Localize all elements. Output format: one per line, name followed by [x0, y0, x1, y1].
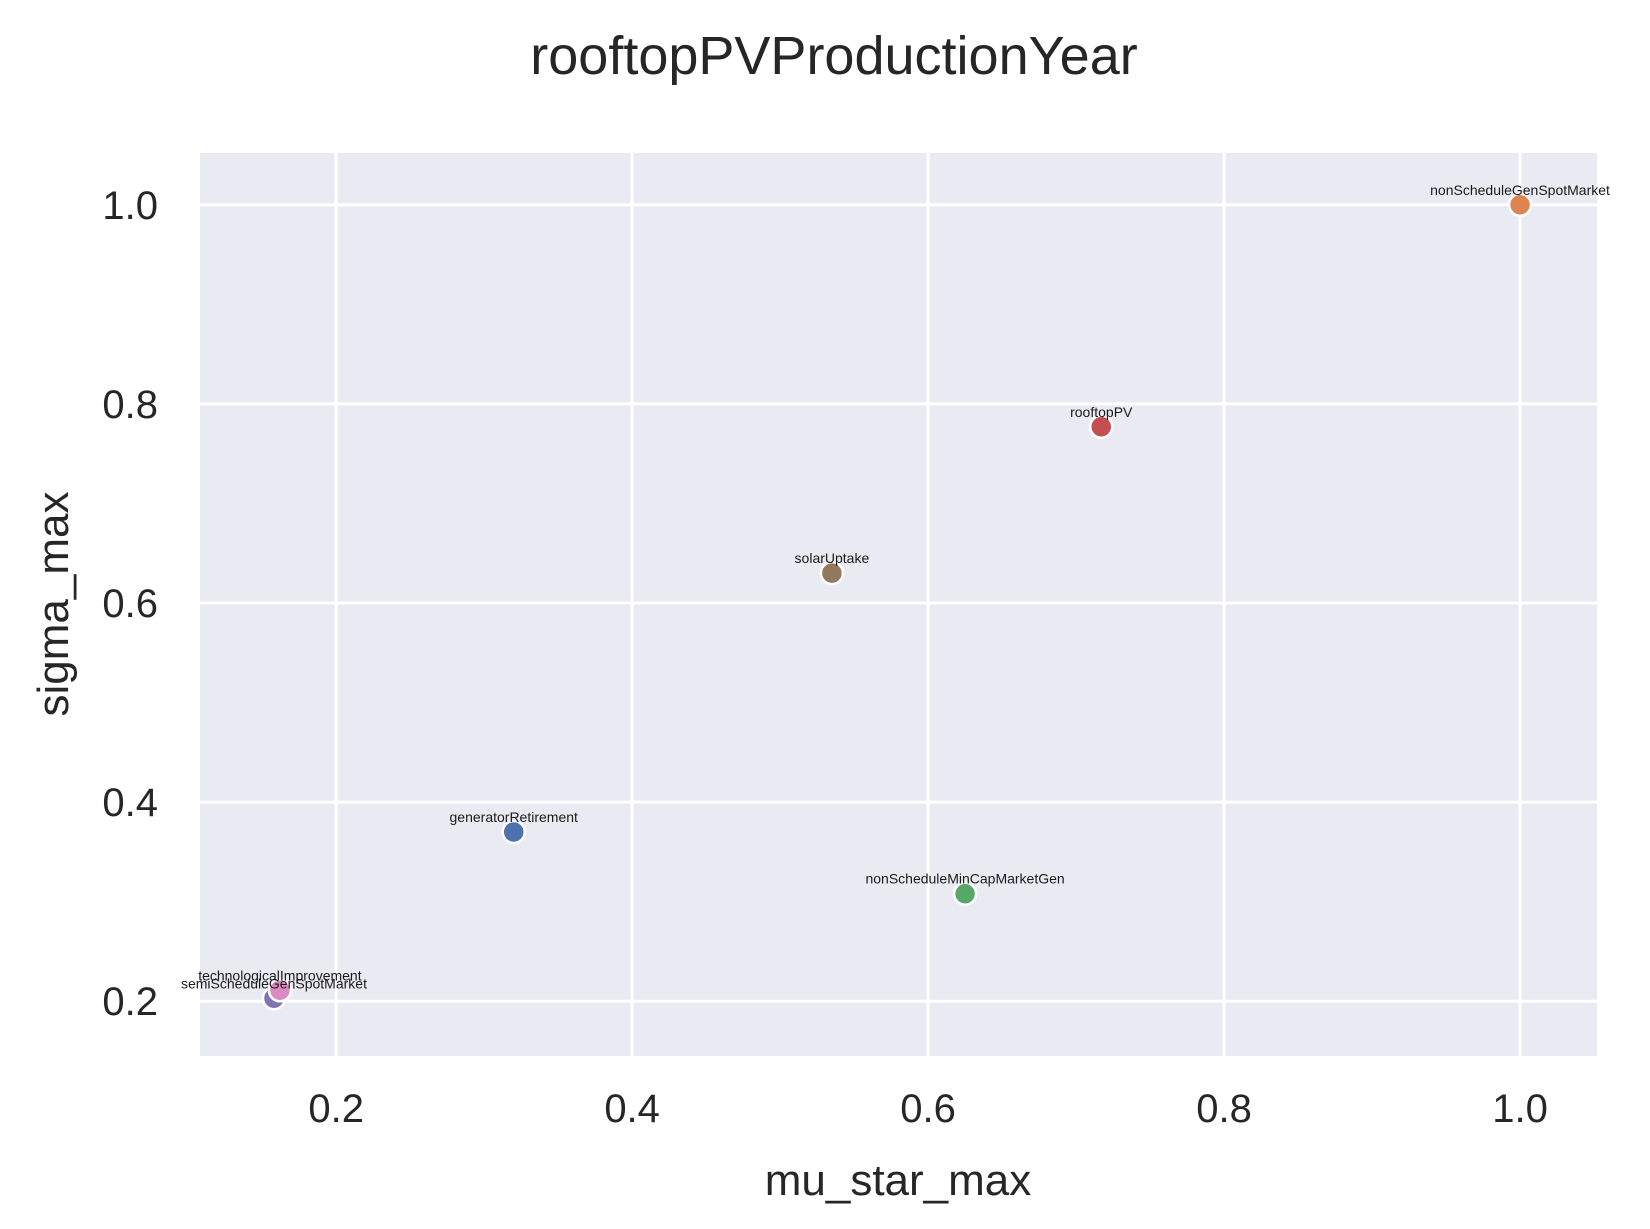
x-tick-label: 0.8 [1196, 1087, 1252, 1131]
data-point [952, 881, 978, 906]
point-label: generatorRetirement [450, 809, 579, 825]
y-tick-label: 0.4 [102, 781, 158, 825]
data-point [267, 978, 293, 1003]
x-tick-label: 0.4 [604, 1087, 660, 1131]
point-label: nonScheduleGenSpotMarket [1430, 182, 1610, 198]
chart-title: rooftopPVProductionYear [530, 26, 1137, 86]
data-point [819, 560, 845, 586]
point-label: technologicalImprovement [198, 967, 362, 983]
y-tick-label: 1.0 [102, 184, 158, 228]
x-axis-label: mu_star_max [765, 1156, 1032, 1205]
y-tick-label: 0.2 [102, 980, 158, 1024]
grid-lines [200, 153, 1597, 1056]
point-label: solarUptake [795, 550, 870, 566]
data-point [501, 819, 526, 845]
x-tick-label: 0.6 [900, 1087, 956, 1131]
x-tick-label: 1.0 [1492, 1087, 1548, 1131]
y-axis-label: sigma_max [29, 492, 78, 717]
data-point [1088, 414, 1114, 440]
y-tick-label: 0.6 [102, 582, 158, 626]
data-points [261, 192, 1533, 1011]
tick-labels: 0.2 0.4 0.6 0.8 1.0 0.2 0.4 0.6 0.8 1.0 [102, 184, 1547, 1131]
point-label: rooftopPV [1070, 404, 1133, 420]
point-labels: generatorRetirement nonScheduleGenSpotMar… [181, 182, 1610, 991]
point-label: nonScheduleMinCapMarketGen [865, 871, 1064, 887]
data-point [1507, 192, 1533, 218]
y-tick-label: 0.8 [102, 383, 158, 427]
x-tick-label: 0.2 [308, 1087, 364, 1131]
point-label: semiScheduleGenSpotMarket [181, 975, 367, 991]
